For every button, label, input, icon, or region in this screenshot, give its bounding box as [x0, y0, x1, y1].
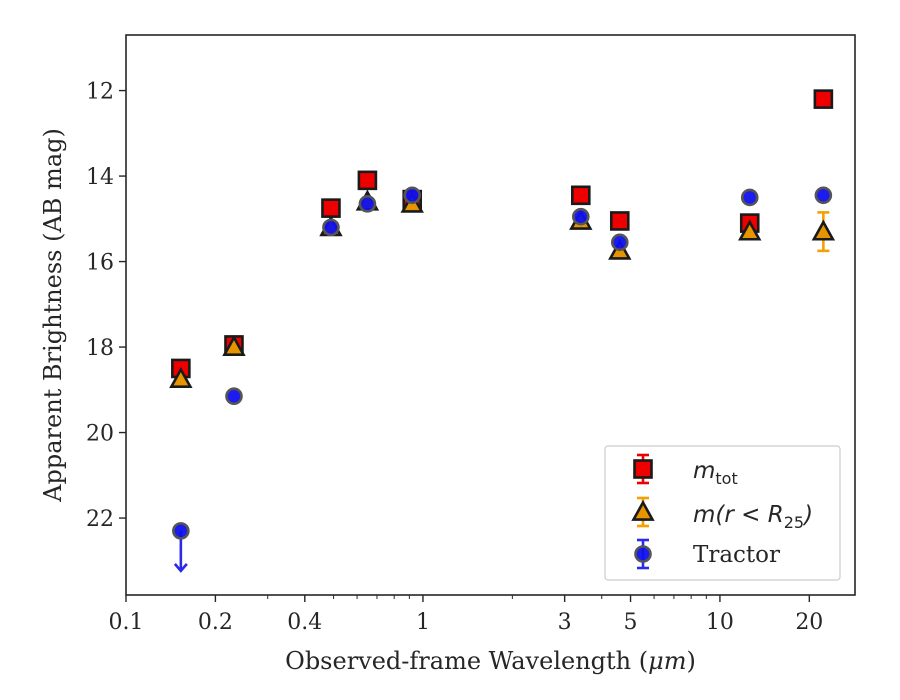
legend-marker-triangle — [631, 499, 655, 521]
x-tick-label: 10 — [706, 610, 734, 635]
legend-label-tractor: Tractor — [693, 542, 780, 568]
x-tick-label: 5 — [624, 610, 638, 635]
x-tick-label: 0.4 — [287, 610, 322, 635]
x-axis: 0.1 0.2 0.4 1 3 5 10 20 — [109, 595, 823, 635]
x-axis-title: Observed-frame Wavelength (μm) — [285, 647, 696, 675]
y-tick-label: 22 — [86, 507, 114, 532]
legend-label-mr25: m(r < R25) — [693, 502, 813, 532]
data-point-circle — [403, 186, 422, 205]
x-tick-label: 1 — [416, 610, 430, 635]
upper-limit-arrow — [173, 563, 188, 573]
y-tick-label: 12 — [86, 80, 114, 105]
legend-marker-circle — [634, 545, 652, 563]
legend-marker-square — [633, 459, 653, 479]
data-point-circle — [610, 233, 629, 252]
x-tick-label: 20 — [795, 610, 823, 635]
data-point-circle — [358, 195, 377, 213]
y-tick-label: 14 — [86, 165, 114, 190]
y-tick-label: 18 — [86, 336, 114, 361]
x-tick-label: 0.1 — [109, 610, 144, 635]
data-point-square — [609, 211, 630, 231]
legend: mtot m(r < R25) Tractor — [604, 445, 841, 581]
y-tick-label: 20 — [86, 422, 114, 447]
data-point-circle — [172, 522, 190, 540]
legend-label-mtot: mtot — [693, 458, 738, 488]
data-point-circle — [740, 188, 759, 207]
data-point-triangle — [738, 219, 762, 241]
series-circle — [172, 186, 833, 573]
data-point-triangle — [811, 219, 836, 241]
data-point-square — [357, 170, 378, 191]
x-tick-label: 0.2 — [198, 610, 233, 635]
y-tick-label: 16 — [86, 251, 114, 276]
data-point-circle — [571, 207, 590, 226]
plot-frame — [125, 34, 856, 596]
data-point-triangle — [222, 334, 246, 356]
data-point-square — [321, 198, 341, 218]
data-point-circle — [225, 387, 243, 406]
y-axis: 12 14 16 18 20 22 — [86, 80, 126, 532]
data-point-circle — [322, 218, 340, 237]
data-point-square — [813, 89, 834, 109]
data-point-triangle — [169, 366, 193, 389]
data-point-square — [570, 185, 591, 206]
data-point-circle — [814, 186, 833, 205]
x-tick-label: 3 — [558, 610, 572, 635]
y-axis-title: Apparent Brightness (AB mag) — [39, 128, 67, 503]
legend-box — [604, 445, 841, 581]
data-marks — [169, 89, 836, 573]
